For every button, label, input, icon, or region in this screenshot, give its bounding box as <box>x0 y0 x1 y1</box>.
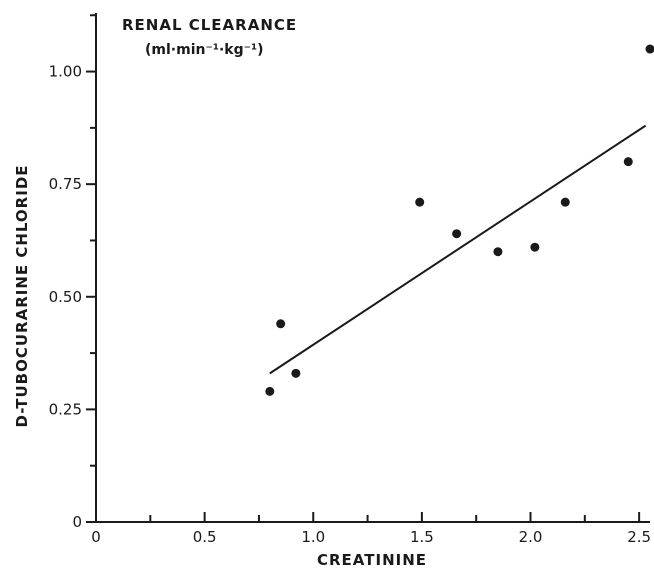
data-point-5 <box>493 247 503 257</box>
x-tick-label-3: 1.5 <box>410 528 434 546</box>
axes <box>95 13 650 523</box>
data-point-0 <box>265 386 275 396</box>
data-point-9 <box>645 44 654 54</box>
x-tick-label-2: 1.0 <box>301 528 325 546</box>
chart-title: RENAL CLEARANCE <box>122 16 297 34</box>
x-tick-label-5: 2.5 <box>627 528 651 546</box>
x-tick-label-1: 0.5 <box>193 528 217 546</box>
x-tick-label-0: 0 <box>91 528 101 546</box>
data-points <box>265 44 654 396</box>
data-point-1 <box>276 319 286 329</box>
data-point-4 <box>452 229 462 239</box>
data-point-6 <box>530 242 540 252</box>
x-axis-label: CREATININE <box>317 551 427 569</box>
regression-line-group <box>269 124 647 375</box>
tick-labels: 0 0.25 0.50 0.75 1.00 0 0.5 1.0 1.5 2.0 2.5 <box>49 63 651 546</box>
y-axis-label: D-TUBOCURARINE CHLORIDE <box>13 164 31 427</box>
chart-units: (ml·min⁻¹·kg⁻¹) <box>145 42 264 58</box>
y-tick-label-4: 1.00 <box>49 63 82 81</box>
y-tick-label-3: 0.75 <box>49 175 82 193</box>
data-point-3 <box>415 197 425 207</box>
regression-line <box>269 124 647 375</box>
x-tick-label-4: 2.0 <box>519 528 543 546</box>
ticks <box>86 14 641 523</box>
y-tick-label-2: 0.50 <box>49 288 82 306</box>
data-point-7 <box>560 197 570 207</box>
data-point-8 <box>623 157 633 167</box>
y-tick-label-0: 0 <box>72 513 82 531</box>
data-point-2 <box>291 368 301 378</box>
y-tick-label-1: 0.25 <box>49 400 82 418</box>
